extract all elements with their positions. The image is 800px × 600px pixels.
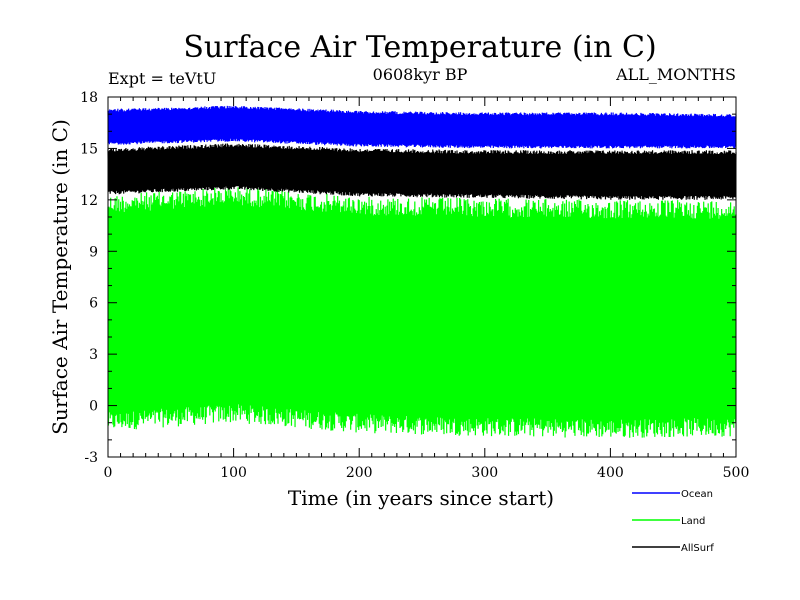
legend-label-allsurf: AllSurf xyxy=(681,543,714,554)
x-tick-label: 300 xyxy=(471,465,498,481)
y-tick-label: -3 xyxy=(84,450,98,466)
chart-title: Surface Air Temperature (in C) xyxy=(183,30,656,65)
x-tick-label: 200 xyxy=(346,465,373,481)
experiment-label: Expt = teVtU xyxy=(108,69,216,88)
x-tick-label: 500 xyxy=(723,465,750,481)
axes: 0 100 200 300 400 500 -3 0 3 6 9 12 15 18 xyxy=(80,90,749,481)
y-tick-label: 18 xyxy=(80,90,98,106)
x-tick-label: 100 xyxy=(220,465,247,481)
months-label: ALL_MONTHS xyxy=(615,65,736,84)
x-axis-label: Time (in years since start) xyxy=(288,486,554,510)
series-line-allsurf xyxy=(107,143,737,200)
x-tick-label: 400 xyxy=(597,465,624,481)
x-tick-label: 0 xyxy=(104,465,113,481)
y-tick-label: 12 xyxy=(80,193,98,209)
legend-label-ocean: Ocean xyxy=(681,489,713,500)
series-layer xyxy=(107,105,737,438)
series-line-land xyxy=(107,187,737,438)
y-tick-label: 6 xyxy=(89,296,98,312)
chart-subtitle: 0608kyr BP xyxy=(373,65,468,84)
y-tick-label: 9 xyxy=(89,244,98,260)
legend: Ocean Land AllSurf xyxy=(632,489,714,554)
series-line-ocean xyxy=(107,105,737,149)
y-tick-label: 3 xyxy=(89,347,98,363)
y-tick-label: 0 xyxy=(89,399,98,415)
y-tick-label: 15 xyxy=(80,141,98,157)
y-axis-label: Surface Air Temperature (in C) xyxy=(48,119,72,435)
legend-label-land: Land xyxy=(681,516,705,527)
